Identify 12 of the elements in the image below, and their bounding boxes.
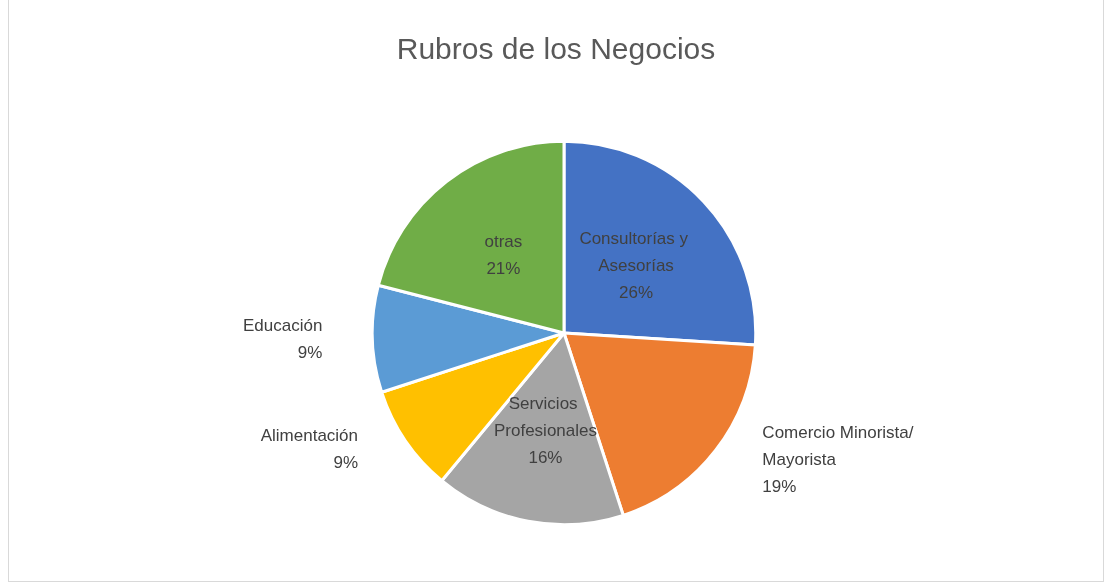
data-label: 9%	[297, 343, 323, 363]
data-label: 9%	[333, 453, 359, 473]
data-label: 26%	[619, 282, 654, 302]
slice-label: Consultorías y Asesorías	[579, 228, 693, 275]
data-label: 21%	[486, 258, 521, 278]
slice-label: Educación	[242, 316, 323, 336]
data-label: 16%	[528, 447, 563, 467]
chart-title: Rubros de los Negocios	[396, 31, 716, 65]
slice-label: Comercio Minorista/Mayorista	[762, 423, 914, 470]
slice-label: Alimentación	[260, 426, 359, 446]
slice-label: otras	[484, 231, 523, 251]
data-label: 19%	[762, 477, 797, 497]
